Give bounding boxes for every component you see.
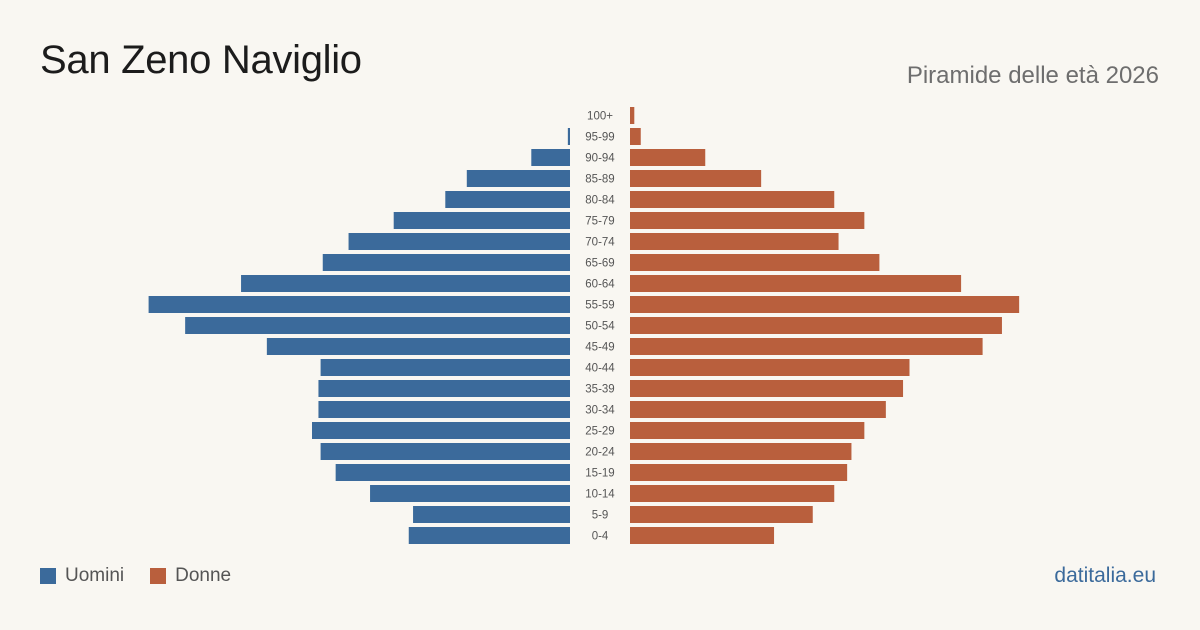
bar-male-25-29 bbox=[312, 422, 570, 439]
age-label-35-39: 35-39 bbox=[585, 384, 614, 396]
bar-male-75-79 bbox=[393, 212, 570, 229]
bar-female-90-94 bbox=[630, 149, 706, 166]
legend-item-male: Uomini bbox=[40, 565, 124, 587]
chart-subtitle: Piramide delle età 2026 bbox=[906, 62, 1159, 89]
bar-male-70-74 bbox=[348, 233, 570, 250]
age-label-85-89: 85-89 bbox=[585, 174, 614, 186]
bar-female-45-49 bbox=[630, 338, 983, 355]
bar-female-0-4 bbox=[630, 527, 775, 544]
bar-male-35-39 bbox=[318, 380, 570, 397]
bar-male-15-19 bbox=[335, 464, 570, 481]
bar-male-95-99 bbox=[567, 128, 570, 145]
bar-male-45-49 bbox=[266, 338, 570, 355]
bar-female-75-79 bbox=[630, 212, 865, 229]
legend-swatch-male bbox=[40, 568, 56, 584]
age-label-90-94: 90-94 bbox=[585, 153, 615, 165]
age-label-95-99: 95-99 bbox=[585, 132, 614, 144]
legend-label-male: Uomini bbox=[65, 565, 125, 586]
bar-male-0-4 bbox=[408, 527, 570, 544]
age-label-50-54: 50-54 bbox=[585, 321, 615, 333]
bar-male-60-64 bbox=[241, 275, 571, 292]
age-label-55-59: 55-59 bbox=[585, 300, 614, 312]
age-label-15-19: 15-19 bbox=[585, 468, 614, 480]
bar-female-40-44 bbox=[630, 359, 910, 376]
bar-female-20-24 bbox=[630, 443, 852, 460]
bar-female-60-64 bbox=[630, 275, 962, 292]
bar-male-85-89 bbox=[466, 170, 570, 187]
bar-male-40-44 bbox=[320, 359, 570, 376]
bar-male-30-34 bbox=[318, 401, 570, 418]
age-label-5-9: 5-9 bbox=[592, 510, 609, 522]
bar-male-55-59 bbox=[148, 296, 570, 313]
age-label-45-49: 45-49 bbox=[585, 342, 614, 354]
bar-female-65-69 bbox=[630, 254, 880, 271]
legend-item-female: Donne bbox=[150, 565, 231, 587]
bar-female-50-54 bbox=[630, 317, 1002, 334]
legend-label-female: Donne bbox=[175, 565, 232, 586]
age-label-75-79: 75-79 bbox=[585, 216, 614, 228]
age-label-70-74: 70-74 bbox=[585, 237, 615, 249]
legend-swatch-female bbox=[150, 568, 167, 584]
bar-female-25-29 bbox=[630, 422, 865, 439]
age-label-40-44: 40-44 bbox=[585, 363, 615, 375]
bar-male-20-24 bbox=[320, 443, 570, 460]
brand-link[interactable]: datitalia.eu bbox=[1054, 564, 1156, 587]
age-label-100plus: 100+ bbox=[587, 111, 613, 123]
bar-male-90-94 bbox=[531, 149, 570, 166]
age-label-10-14: 10-14 bbox=[585, 489, 615, 501]
bar-female-85-89 bbox=[630, 170, 762, 187]
bar-female-80-84 bbox=[630, 191, 835, 208]
bar-female-100plus bbox=[630, 107, 635, 124]
age-label-30-34: 30-34 bbox=[585, 405, 615, 417]
bar-male-5-9 bbox=[413, 506, 570, 523]
bar-male-50-54 bbox=[185, 317, 570, 334]
bar-female-30-34 bbox=[630, 401, 886, 418]
bar-female-55-59 bbox=[630, 296, 1020, 313]
age-label-65-69: 65-69 bbox=[585, 258, 614, 270]
age-label-60-64: 60-64 bbox=[585, 279, 615, 291]
bar-male-10-14 bbox=[370, 485, 570, 502]
bar-female-70-74 bbox=[630, 233, 839, 250]
age-label-80-84: 80-84 bbox=[585, 195, 615, 207]
age-label-0-4: 0-4 bbox=[592, 531, 609, 543]
page-title: San Zeno Naviglio bbox=[40, 38, 362, 82]
bar-male-80-84 bbox=[445, 191, 570, 208]
bar-female-95-99 bbox=[630, 128, 641, 145]
age-label-20-24: 20-24 bbox=[585, 447, 615, 459]
bar-female-5-9 bbox=[630, 506, 813, 523]
bar-female-10-14 bbox=[630, 485, 835, 502]
age-label-25-29: 25-29 bbox=[585, 426, 614, 438]
bar-female-15-19 bbox=[630, 464, 848, 481]
chart-legend: Uomini Donne bbox=[40, 565, 257, 587]
bar-male-65-69 bbox=[322, 254, 570, 271]
bar-female-35-39 bbox=[630, 380, 904, 397]
